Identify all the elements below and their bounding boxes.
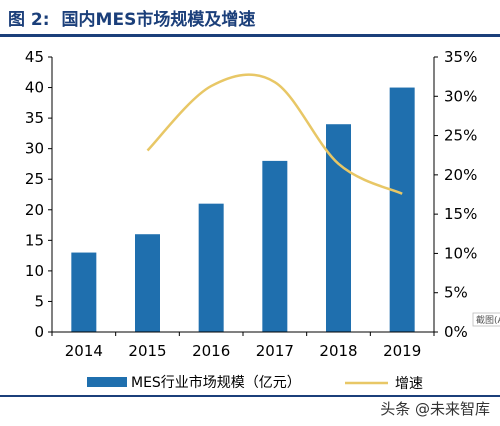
growth-line: [146, 73, 403, 195]
y-right-tick-label: 15%: [444, 205, 477, 223]
legend-label-bar: MES行业市场规模（亿元）: [131, 374, 301, 391]
figure-label: 图 2:: [8, 9, 50, 30]
x-tick-label-2016: 2016: [192, 342, 230, 360]
x-tick-label-2014: 2014: [65, 342, 103, 360]
y-right-tick-label: 25%: [444, 127, 477, 145]
y-left-tick-label: 40: [25, 79, 44, 97]
bar-2015: [135, 234, 160, 332]
bottom-rule: [0, 395, 500, 397]
y-left-tick-label: 35: [25, 109, 44, 127]
y-left-tick-label: 15: [25, 231, 44, 249]
bar-2014: [71, 252, 97, 332]
x-tick-label-2017: 2017: [256, 342, 294, 360]
y-left-tick-label: 20: [25, 201, 44, 219]
y-left-tick-label: 25: [25, 170, 44, 188]
header-rule: [0, 34, 500, 37]
legend-swatch-bar: [87, 377, 127, 387]
figure-title: 国内MES市场规模及增速: [61, 9, 256, 30]
x-tick-label-2019: 2019: [383, 342, 421, 360]
y-left-tick-label: 30: [25, 140, 44, 158]
y-right-tick-label: 30%: [444, 87, 477, 105]
crop-tag-box: [472, 312, 500, 327]
y-left-tick-label: 5: [34, 292, 44, 310]
x-tick-label-2018: 2018: [319, 342, 357, 360]
bar-2016: [198, 203, 224, 332]
y-right-tick-label: 5%: [444, 284, 468, 302]
watermark-label: 头条 @未来智库: [380, 400, 490, 418]
figure-header: 图 2: 国内MES市场规模及增速: [0, 0, 500, 34]
y-right-tick-label: 20%: [444, 166, 477, 184]
y-left-tick-label: 45: [25, 48, 44, 66]
y-right-tick-label: 0%: [444, 323, 468, 341]
bar-2017: [262, 160, 288, 332]
y-left-tick-label: 0: [34, 323, 44, 341]
legend-label-line: 增速: [395, 376, 423, 392]
crop-tag-label: 截图(A: [476, 314, 500, 326]
x-tick-label-2015: 2015: [128, 342, 166, 360]
bar-2018: [326, 124, 351, 332]
bar-2019: [389, 87, 415, 332]
y-right-tick-label: 10%: [444, 244, 477, 262]
y-left-tick-label: 10: [25, 262, 44, 280]
y-right-tick-label: 35%: [444, 48, 477, 66]
